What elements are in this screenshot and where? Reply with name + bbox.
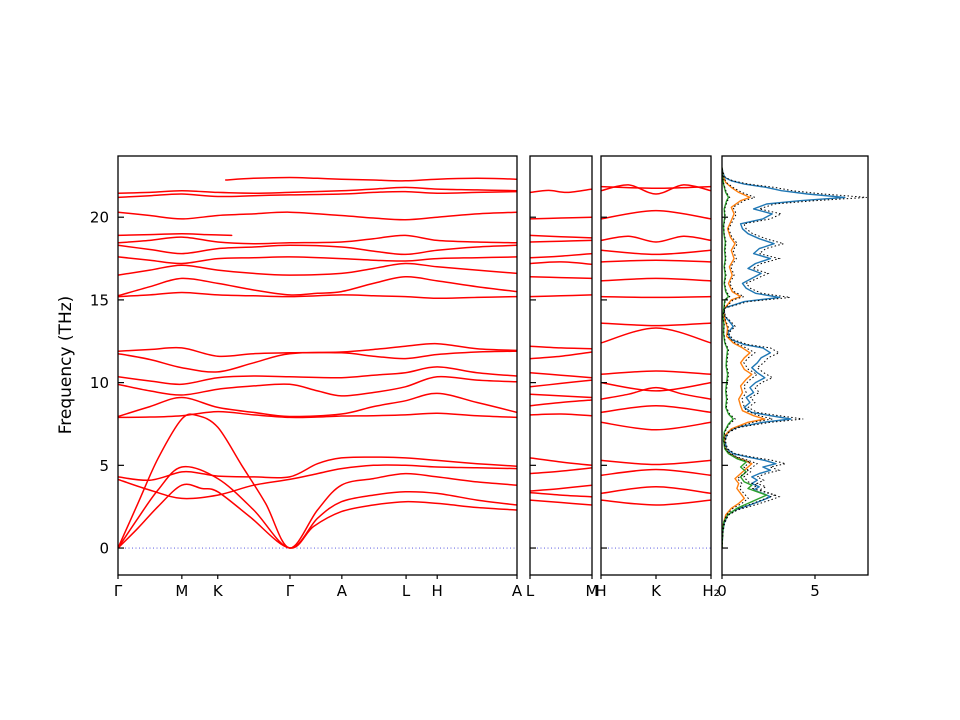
- band-panel-2: [530, 188, 592, 506]
- x-tick-label: A: [337, 582, 348, 600]
- y-axis-label: Frequency (THz): [56, 295, 76, 435]
- dos-total-curve: [722, 167, 846, 549]
- phonon-band-line: [118, 186, 517, 194]
- phonon-band-line: [530, 188, 592, 194]
- phonon-band-line: [118, 232, 233, 237]
- phonon-band-line: [601, 184, 711, 195]
- x-tick-label: Γ: [114, 582, 123, 600]
- phonon-band-line: [118, 465, 517, 549]
- phonon-band-line: [601, 468, 711, 477]
- dos-partial-1-curve: [722, 167, 766, 549]
- x-tick-label: A: [512, 582, 523, 600]
- phonon-band-line: [530, 413, 592, 417]
- phonon-band-line: [118, 410, 517, 419]
- phonon-band-line: [601, 421, 711, 431]
- phonon-band-line: [118, 262, 517, 276]
- phonon-band-line: [601, 370, 711, 376]
- x-tick-label: K: [213, 582, 224, 600]
- phonon-band-line: [601, 249, 711, 256]
- band-panel-3: [601, 184, 711, 506]
- phonon-band-line: [530, 239, 592, 243]
- dos-partial-1-dotted-curve: [722, 167, 773, 549]
- phonon-band-line: [530, 234, 592, 239]
- phonon-band-line: [601, 295, 711, 299]
- x-tick-label: H₂: [702, 582, 719, 600]
- x-tick-label: K: [651, 582, 662, 600]
- phonon-band-line: [530, 345, 592, 350]
- phonon-band-line: [224, 176, 517, 182]
- phonon-band-line: [530, 379, 592, 388]
- y-tick-label: 15: [90, 291, 109, 309]
- phonon-band-line: [118, 375, 517, 397]
- dos-panel: [722, 167, 867, 549]
- phonon-band-line: [601, 277, 711, 282]
- phonon-band-line: [118, 244, 517, 256]
- phonon-band-line: [118, 392, 517, 418]
- y-tick-label: 10: [90, 374, 109, 392]
- phonon-band-line: [118, 464, 517, 500]
- y-tick-label: 5: [99, 457, 109, 475]
- phonon-band-line: [601, 386, 711, 400]
- x-tick-label: M: [586, 582, 599, 600]
- phonon-band-line: [530, 216, 592, 220]
- band-panel-1: [118, 176, 517, 549]
- x-tick-label: 5: [810, 582, 820, 600]
- x-tick-label: L: [526, 582, 535, 600]
- phonon-band-line: [530, 393, 592, 399]
- y-tick-label: 0: [99, 540, 109, 558]
- phonon-band-line: [601, 486, 711, 495]
- phonon-band-line: [530, 457, 592, 467]
- phonon-band-line: [118, 276, 517, 297]
- phonon-band-line: [601, 259, 711, 263]
- phonon-band-line: [118, 456, 517, 482]
- phonon-band-line: [118, 190, 517, 199]
- phonon-band-line: [118, 291, 517, 300]
- phonon-band-line: [118, 211, 517, 221]
- phonon-band-line: [530, 484, 592, 492]
- x-tick-label: H: [432, 582, 443, 600]
- phonon-band-line: [601, 381, 711, 392]
- phonon-band-line: [118, 413, 517, 549]
- phonon-band-line: [601, 322, 711, 327]
- phonon-band-line: [118, 342, 517, 358]
- phonon-band-line: [601, 499, 711, 506]
- phonon-band-line: [118, 256, 517, 265]
- phonon-band-line: [530, 351, 592, 360]
- panel-frame-2: [529, 155, 593, 576]
- phonon-band-line: [530, 499, 592, 506]
- phonon-band-line: [530, 491, 592, 498]
- x-tick-label: M: [175, 582, 188, 600]
- phonon-band-line: [601, 459, 711, 466]
- panel-frame-4: [721, 155, 869, 576]
- phonon-band-line: [601, 185, 711, 190]
- phonon-band-line: [530, 252, 592, 259]
- x-tick-label: H: [595, 582, 606, 600]
- x-tick-label: L: [402, 582, 411, 600]
- phonon-band-line: [601, 327, 711, 344]
- phonon-band-line: [530, 261, 592, 266]
- x-tick-label: 0: [717, 582, 727, 600]
- phonon-band-line: [118, 234, 517, 245]
- phonon-band-line: [601, 235, 711, 243]
- dos-total-dotted-curve: [722, 167, 867, 549]
- panel-frame-3: [600, 155, 712, 576]
- phonon-band-line: [530, 399, 592, 407]
- phonon-band-line: [530, 276, 592, 280]
- phonon-band-line: [530, 371, 592, 379]
- phonon-band-line: [118, 483, 517, 549]
- phonon-band-line: [530, 294, 592, 298]
- phonon-band-line: [118, 366, 517, 386]
- dos-partial-2-dotted-curve: [722, 167, 777, 549]
- phonon-band-line: [530, 467, 592, 475]
- panel-frame-1: [117, 155, 518, 576]
- phonon-band-line: [601, 209, 711, 220]
- phonon-band-line: [601, 405, 711, 414]
- x-tick-label: Γ: [286, 582, 295, 600]
- y-tick-label: 20: [90, 209, 109, 227]
